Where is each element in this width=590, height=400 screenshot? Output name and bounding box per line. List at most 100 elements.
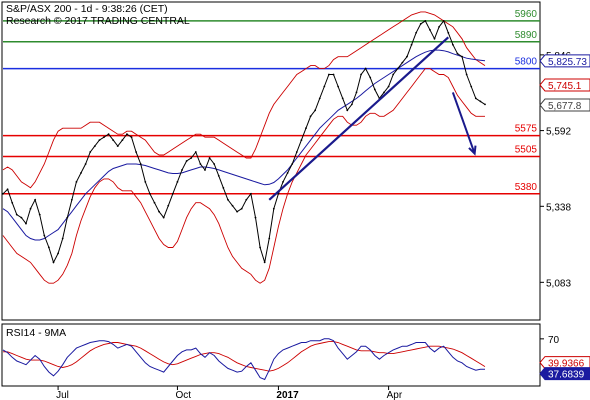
price-line: [2, 19, 486, 264]
x-tick-label: Apr: [387, 390, 403, 400]
rsi-value-tag-box: [539, 367, 590, 381]
price-point: [176, 180, 179, 183]
bollinger-bands: [2, 11, 486, 284]
price-point: [332, 73, 335, 76]
rsi-value-tag-label: 39.9366: [548, 359, 585, 370]
price-point: [236, 210, 239, 213]
price-point: [429, 28, 431, 31]
price-point: [470, 85, 473, 88]
price-point: [484, 103, 486, 106]
price-point: [162, 216, 165, 219]
price-point: [392, 73, 395, 76]
price-point: [387, 85, 390, 88]
price-point: [346, 109, 349, 112]
price-point: [350, 103, 353, 106]
price-point: [25, 222, 27, 225]
price-point: [171, 192, 174, 195]
value-tag-label: 5,677.8: [548, 101, 582, 112]
price-point: [199, 163, 202, 165]
rsi-lines: [2, 338, 486, 381]
x-tick-label: Jul: [56, 390, 69, 400]
price-point: [20, 216, 23, 219]
price-point: [305, 127, 307, 130]
price-point: [447, 31, 450, 34]
price-point: [48, 246, 50, 249]
price-point: [75, 180, 78, 183]
rsi-panel-frame: [1, 323, 541, 387]
price-point: [245, 198, 248, 201]
price-point: [38, 213, 41, 216]
value-tag-box: [539, 78, 590, 92]
level-label-5800: 5800: [515, 57, 538, 68]
price-point: [291, 163, 294, 165]
price-point: [222, 186, 225, 189]
price-panel: 5960 5890 5800 5575 5505 5380 5,083 5,338 5,592…: [1, 1, 590, 321]
level-label-5380: 5380: [515, 182, 538, 193]
price-point: [167, 204, 170, 207]
price-point: [204, 169, 206, 171]
value-tag-box: [539, 98, 590, 112]
price-point: [254, 216, 257, 219]
ma-line: [2, 49, 486, 241]
price-point: [135, 151, 138, 153]
price-point: [98, 139, 101, 142]
price-point: [249, 192, 252, 195]
price-point: [11, 201, 14, 204]
price-point: [34, 198, 37, 201]
price-point: [208, 157, 211, 159]
level-label-5505: 5505: [515, 145, 538, 156]
levels-layer: 5960 5890 5800 5575 5505 5380: [3, 9, 540, 195]
price-point: [126, 133, 128, 136]
level-label-5890: 5890: [515, 30, 538, 41]
price-point: [194, 151, 197, 153]
price-point: [424, 19, 427, 22]
price-point: [415, 31, 418, 34]
price-point: [318, 97, 321, 100]
price-point: [337, 85, 340, 88]
price-point: [341, 97, 344, 100]
bollinger-lower-line: [2, 68, 485, 284]
trendline-layer: [268, 36, 477, 201]
rsi-value-tag-label: 37.6839: [548, 370, 585, 381]
x-axis: Jul Oct 2017 Apr: [56, 386, 403, 400]
price-point: [130, 136, 133, 139]
price-point: [185, 160, 188, 162]
price-point: [286, 172, 289, 174]
price-point: [2, 192, 4, 195]
price-point: [213, 163, 216, 165]
price-point: [295, 151, 298, 153]
price-point: [479, 100, 482, 103]
price-point: [364, 67, 367, 70]
price-point: [181, 169, 183, 171]
price-point: [383, 91, 385, 94]
price-point: [231, 204, 234, 207]
price-point: [15, 213, 18, 216]
price-point: [282, 180, 284, 183]
bollinger-upper-line: [2, 11, 486, 189]
rsi-value-tag-box: [539, 356, 590, 370]
chart-subtitle: Research © 2017 TRADING CENTRAL: [6, 15, 190, 27]
moving-average: [2, 49, 486, 241]
price-point: [61, 237, 64, 240]
price-point: [438, 25, 440, 28]
chart-title: S&P/ASX 200 - 1d - 9:38:26 (CET): [6, 3, 168, 15]
price-point: [406, 55, 408, 58]
price-panel-frame: [1, 1, 541, 321]
price-point: [401, 61, 404, 64]
price-point: [277, 192, 280, 195]
price-point: [314, 109, 317, 112]
price-point: [70, 198, 73, 201]
value-tags: 5,825.73 5,745.1 5,677.8: [539, 54, 590, 112]
rsi-line: [2, 338, 485, 381]
price-point: [116, 145, 119, 147]
price-point: [148, 192, 151, 195]
x-tick-label: 2017: [276, 390, 299, 400]
rsi-ma-line: [3, 341, 486, 372]
price-point: [456, 52, 459, 55]
price-point: [360, 73, 362, 76]
price-point: [144, 180, 147, 183]
price-point: [121, 139, 124, 142]
price-point: [323, 85, 326, 88]
price-tick-label: 5,338: [546, 202, 571, 213]
